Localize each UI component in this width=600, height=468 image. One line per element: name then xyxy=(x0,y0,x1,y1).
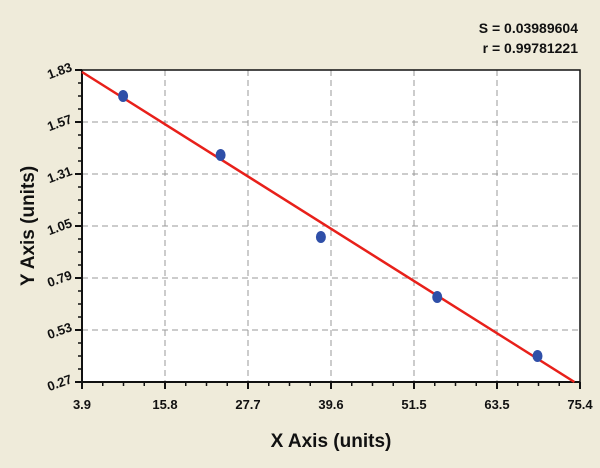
data-point xyxy=(118,90,129,102)
y-tick-label: 0.53 xyxy=(45,319,74,342)
r-value: r = 0.99781221 xyxy=(482,40,578,56)
data-point xyxy=(532,350,543,362)
data-point xyxy=(215,149,226,161)
x-tick-label: 15.8 xyxy=(152,397,177,412)
y-tick-label: 1.05 xyxy=(45,215,74,238)
x-tick-label: 75.4 xyxy=(567,397,593,412)
y-axis-label: Y Axis (units) xyxy=(18,166,39,286)
data-point xyxy=(432,291,443,303)
y-tick-label: 0.79 xyxy=(45,267,74,290)
x-tick-label: 27.7 xyxy=(235,397,260,412)
x-tick-label: 51.5 xyxy=(401,397,426,412)
y-tick-label: 1.31 xyxy=(45,163,74,186)
y-tick-label: 1.57 xyxy=(45,111,74,134)
data-point xyxy=(315,231,326,243)
s-value: S = 0.03989604 xyxy=(478,20,578,36)
x-axis-label: X Axis (units) xyxy=(271,431,392,452)
y-tick-label: 1.83 xyxy=(45,59,74,82)
x-tick-label: 39.6 xyxy=(318,397,343,412)
fit-statistics: S = 0.03989604 r = 0.99781221 xyxy=(479,18,578,58)
x-tick-label: 63.5 xyxy=(484,397,509,412)
x-tick-label: 3.9 xyxy=(73,397,91,412)
y-tick-label: 0.27 xyxy=(45,371,74,394)
fit-line xyxy=(81,70,576,384)
